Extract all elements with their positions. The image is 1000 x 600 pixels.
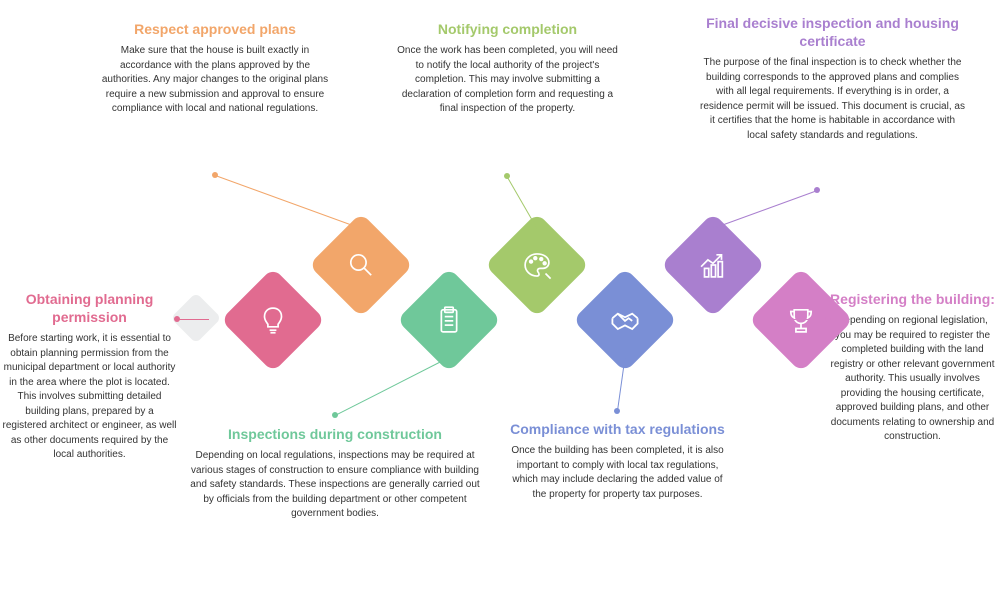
step-title: Inspections during construction bbox=[190, 425, 480, 443]
step-body: Depending on local regulations, inspecti… bbox=[190, 449, 480, 522]
step-body: Once the building has been completed, it… bbox=[510, 444, 725, 502]
step-tax: Compliance with tax regulations Once the… bbox=[510, 420, 725, 502]
connector-dot bbox=[504, 173, 510, 179]
step-body: Depending on regional legislation, you m… bbox=[830, 314, 995, 445]
step-body: Make sure that the house is built exactl… bbox=[100, 44, 330, 117]
step-planning: Obtaining planning permission Before sta… bbox=[2, 290, 177, 463]
chart-icon bbox=[696, 248, 730, 282]
step-registering: Registering the building: Depending on r… bbox=[830, 290, 995, 445]
step-final-inspection: Final decisive inspection and housing ce… bbox=[700, 14, 965, 143]
bulb-icon bbox=[256, 303, 290, 337]
clipboard-icon bbox=[432, 303, 466, 337]
connector-registering bbox=[792, 319, 828, 320]
step-title: Registering the building: bbox=[830, 290, 995, 308]
connector-dot bbox=[614, 408, 620, 414]
diamond-planning bbox=[221, 268, 326, 373]
connector-dot bbox=[212, 172, 218, 178]
connector-inspections bbox=[335, 357, 450, 416]
handshake-icon bbox=[607, 302, 643, 338]
step-title: Compliance with tax regulations bbox=[510, 420, 725, 438]
step-body: The purpose of the final inspection is t… bbox=[700, 56, 965, 143]
connector-respect-plans bbox=[215, 175, 361, 229]
trophy-icon bbox=[784, 303, 818, 337]
palette-icon bbox=[520, 248, 554, 282]
connector-notifying bbox=[507, 176, 538, 228]
step-title: Obtaining planning permission bbox=[2, 290, 177, 326]
connector-final-inspection bbox=[713, 190, 817, 229]
connector-dot bbox=[814, 187, 820, 193]
step-body: Before starting work, it is essential to… bbox=[2, 332, 177, 463]
step-body: Once the work has been completed, you wi… bbox=[395, 44, 620, 117]
magnifier-icon bbox=[344, 248, 378, 282]
step-title: Notifying completion bbox=[395, 20, 620, 38]
connector-dot bbox=[332, 412, 338, 418]
step-respect-plans: Respect approved plans Make sure that th… bbox=[100, 20, 330, 117]
step-title: Final decisive inspection and housing ce… bbox=[700, 14, 965, 50]
step-title: Respect approved plans bbox=[100, 20, 330, 38]
step-inspections: Inspections during construction Dependin… bbox=[190, 425, 480, 522]
step-notifying: Notifying completion Once the work has b… bbox=[395, 20, 620, 117]
connector-planning bbox=[177, 319, 209, 320]
